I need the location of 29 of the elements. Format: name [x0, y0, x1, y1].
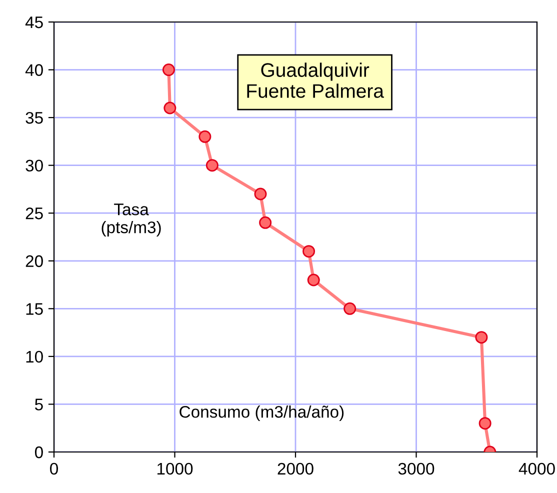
point [164, 102, 176, 114]
y-tick-label: 25 [26, 208, 43, 220]
x-tick-label: 4000 [518, 462, 555, 475]
x-tick-label: 3000 [398, 462, 434, 475]
x-tick-label: 0 [50, 462, 58, 475]
point [259, 216, 272, 229]
point [475, 331, 488, 344]
y-tick-label: 45 [25, 16, 43, 28]
x-axis-title: Consumo (m3/ha/año) [180, 406, 344, 422]
x-tick-label: 1000 [157, 462, 193, 475]
point [254, 188, 267, 200]
point [478, 417, 492, 430]
y-tick-label: 0 [34, 446, 43, 458]
y-tick-label: 40 [25, 64, 43, 76]
y-tick-label: 5 [34, 398, 43, 410]
y-tick-label: 10 [26, 350, 43, 363]
point [162, 64, 175, 76]
y-tick-label: 20 [26, 255, 43, 268]
y-axis-title: Tasa (pts/m3) [102, 204, 161, 237]
y-tick-label: 15 [26, 303, 43, 315]
y-tick-label: 35 [26, 112, 43, 124]
point [198, 130, 212, 143]
y-tick-label: 30 [26, 160, 43, 172]
point [302, 245, 316, 258]
x-tick-label: 2000 [278, 462, 314, 475]
point [206, 159, 218, 172]
point [307, 274, 320, 286]
text: Guadalquivir Fuente Palmera [247, 62, 384, 98]
point [344, 302, 356, 315]
